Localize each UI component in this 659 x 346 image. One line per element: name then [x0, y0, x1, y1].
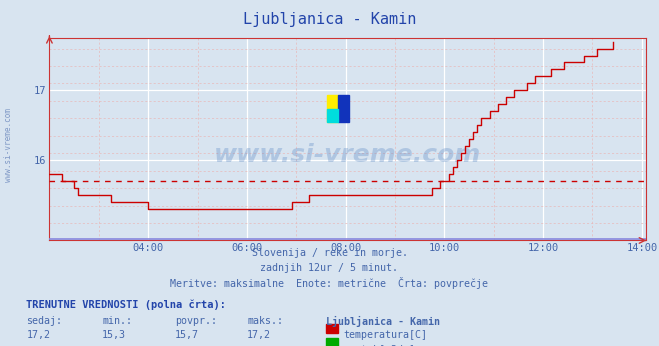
Bar [338, 95, 349, 122]
Bar [328, 95, 338, 122]
Text: www.si-vreme.com: www.si-vreme.com [4, 108, 13, 182]
Bar [328, 109, 338, 122]
Text: Ljubljanica - Kamin: Ljubljanica - Kamin [326, 316, 440, 327]
Text: pretok[m3/s]: pretok[m3/s] [343, 345, 415, 346]
Text: TRENUTNE VREDNOSTI (polna črta):: TRENUTNE VREDNOSTI (polna črta): [26, 299, 226, 310]
Text: Ljubljanica - Kamin: Ljubljanica - Kamin [243, 12, 416, 27]
Text: 17,2: 17,2 [247, 330, 271, 340]
Text: www.si-vreme.com: www.si-vreme.com [214, 144, 481, 167]
Text: temperatura[C]: temperatura[C] [343, 330, 427, 340]
Text: -nan: -nan [102, 345, 126, 346]
Text: sedaj:: sedaj: [26, 316, 63, 326]
Text: 15,3: 15,3 [102, 330, 126, 340]
Text: maks.:: maks.: [247, 316, 283, 326]
Text: min.:: min.: [102, 316, 132, 326]
Text: Slovenija / reke in morje.: Slovenija / reke in morje. [252, 248, 407, 258]
Text: 15,7: 15,7 [175, 330, 198, 340]
Text: povpr.:: povpr.: [175, 316, 217, 326]
Text: -nan: -nan [247, 345, 271, 346]
Text: -nan: -nan [175, 345, 198, 346]
Text: Meritve: maksimalne  Enote: metrične  Črta: povprečje: Meritve: maksimalne Enote: metrične Črta… [171, 277, 488, 290]
Text: -nan: -nan [26, 345, 50, 346]
Text: zadnjih 12ur / 5 minut.: zadnjih 12ur / 5 minut. [260, 263, 399, 273]
Text: 17,2: 17,2 [26, 330, 50, 340]
